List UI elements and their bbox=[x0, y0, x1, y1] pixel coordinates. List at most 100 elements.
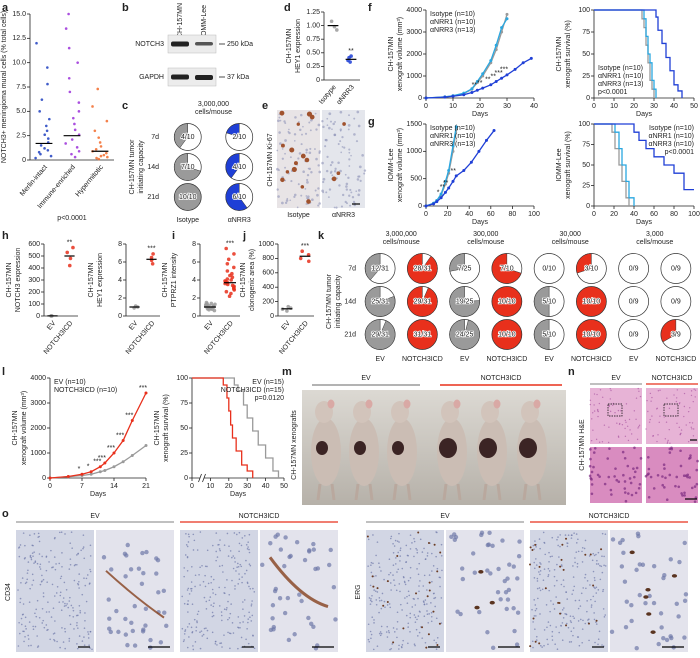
nucleus bbox=[29, 534, 31, 536]
nucleus bbox=[36, 599, 39, 602]
nucleus bbox=[627, 492, 630, 495]
nucleus bbox=[590, 598, 592, 601]
nucleus bbox=[689, 421, 691, 424]
nucleus bbox=[603, 564, 605, 567]
group-label: EV bbox=[611, 375, 621, 382]
y-tick-label: 50 bbox=[582, 51, 590, 58]
nucleus bbox=[394, 539, 397, 542]
nucleus bbox=[582, 619, 584, 622]
nucleus bbox=[403, 576, 405, 579]
nucleus bbox=[496, 566, 501, 572]
nucleus bbox=[591, 418, 593, 420]
x-tick-label: 0 bbox=[424, 103, 428, 110]
nucleus bbox=[184, 629, 187, 631]
group-label: NOTCH3ICD bbox=[239, 513, 280, 520]
nucleus bbox=[21, 577, 24, 579]
pie-label: 2/10 bbox=[232, 134, 246, 141]
y-axis-label: NOTCH3+ meningioma mural cells (% total … bbox=[1, 11, 8, 163]
nucleus bbox=[41, 622, 44, 624]
nucleus bbox=[668, 451, 672, 454]
nucleus bbox=[339, 110, 343, 114]
nucleus bbox=[597, 589, 600, 591]
nucleus bbox=[225, 608, 228, 611]
nucleus bbox=[380, 599, 383, 602]
nucleus bbox=[53, 640, 56, 642]
nucleus bbox=[380, 632, 383, 635]
group-label: EV bbox=[460, 356, 470, 363]
pie-label: 4/10 bbox=[232, 164, 246, 171]
nucleus bbox=[689, 407, 691, 409]
nucleus bbox=[36, 562, 39, 565]
nucleus bbox=[311, 541, 316, 547]
nucleus bbox=[196, 613, 199, 615]
nucleus bbox=[490, 543, 495, 549]
nucleus bbox=[644, 474, 648, 478]
nucleus bbox=[293, 133, 297, 136]
nucleus bbox=[196, 621, 198, 624]
nucleus bbox=[575, 542, 578, 544]
data-point bbox=[149, 255, 154, 260]
nucleus bbox=[347, 176, 350, 180]
erg-nucleus bbox=[421, 626, 424, 629]
y-tick-label: 8 bbox=[118, 241, 122, 248]
nucleus bbox=[307, 195, 310, 198]
nucleus bbox=[375, 554, 377, 557]
erg-nucleus bbox=[560, 558, 563, 561]
nucleus bbox=[458, 611, 463, 617]
data-point bbox=[144, 391, 148, 395]
nucleus bbox=[309, 129, 312, 132]
nucleus bbox=[286, 637, 292, 643]
nucleus bbox=[427, 621, 430, 624]
data-point bbox=[225, 262, 230, 266]
erg-nucleus bbox=[415, 592, 418, 595]
nucleus bbox=[344, 200, 347, 204]
nucleus bbox=[240, 544, 243, 547]
nucleus bbox=[588, 474, 592, 478]
nucleus bbox=[394, 584, 396, 587]
nucleus bbox=[539, 570, 542, 572]
nucleus bbox=[333, 133, 336, 137]
nucleus bbox=[558, 631, 560, 634]
nucleus bbox=[627, 439, 630, 442]
nucleus bbox=[409, 630, 411, 633]
nucleus bbox=[68, 600, 71, 602]
axis-break bbox=[202, 473, 206, 483]
nucleus bbox=[219, 539, 221, 541]
nucleus bbox=[608, 447, 611, 450]
nucleus bbox=[532, 621, 534, 623]
category-label: αNRR3 bbox=[336, 84, 356, 106]
data-point bbox=[505, 17, 509, 21]
group-label: NOTCH3ICD bbox=[481, 375, 522, 382]
panel-letter: h bbox=[2, 230, 9, 242]
nucleus bbox=[27, 561, 30, 563]
nucleus bbox=[622, 473, 625, 477]
nucleus bbox=[322, 177, 326, 181]
nucleus bbox=[606, 457, 610, 460]
nucleus bbox=[542, 579, 545, 582]
data-point bbox=[39, 152, 42, 156]
nucleus bbox=[630, 493, 634, 497]
nucleus bbox=[288, 128, 290, 131]
nucleus bbox=[375, 603, 378, 606]
nucleus bbox=[546, 626, 548, 629]
nucleus bbox=[657, 390, 660, 392]
legend-entry: Isotype (n=10) bbox=[598, 65, 643, 72]
nucleus bbox=[575, 551, 578, 553]
nucleus bbox=[356, 178, 360, 181]
nucleus bbox=[598, 402, 601, 405]
data-point bbox=[64, 142, 67, 145]
significance: ** bbox=[485, 77, 491, 84]
erg-nucleus bbox=[592, 584, 595, 587]
significance: ** bbox=[472, 82, 478, 89]
data-point bbox=[98, 141, 102, 144]
group-label: Isotype bbox=[176, 217, 199, 224]
nucleus bbox=[413, 537, 415, 540]
nucleus bbox=[399, 555, 402, 557]
nucleus bbox=[218, 605, 221, 607]
nucleus bbox=[573, 532, 575, 534]
nucleus bbox=[350, 154, 352, 157]
nucleus bbox=[658, 611, 664, 616]
nucleus bbox=[515, 610, 521, 615]
nucleus bbox=[553, 585, 556, 587]
nucleus bbox=[413, 643, 416, 646]
